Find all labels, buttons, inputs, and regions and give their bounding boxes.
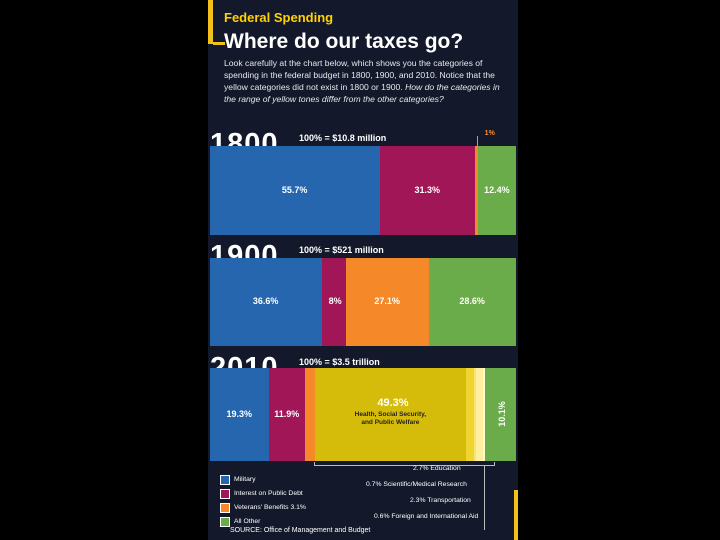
bar-value-label-1900-0: 36.6%	[252, 296, 279, 306]
bar-value-label-2010-1: 11.9%	[274, 408, 300, 419]
bar-segment-1900-0	[210, 258, 322, 346]
callout-connector	[484, 466, 485, 530]
bar-note-line-1800-2	[476, 136, 478, 146]
bar-value-label-1800-0: 55.7%	[281, 184, 308, 195]
source-note: SOURCE: Office of Management and Budget	[230, 527, 371, 534]
bar-segment-2010-7	[483, 368, 486, 461]
legend-label: Military	[234, 476, 256, 483]
callout-bracket-right	[494, 462, 495, 466]
bar-sublabel-2010-3: Health, Social Security, and Public Welf…	[354, 410, 427, 426]
bar-segment-1900-1	[321, 258, 347, 346]
bar-segment-2010-5	[474, 368, 477, 461]
bar-value-label-2010-8: 10.1%	[496, 400, 507, 427]
legend-item-2: Veterans' Benefits 3.1%	[220, 502, 306, 513]
legend-item-3: All Other	[220, 516, 260, 527]
legend-swatch	[220, 474, 230, 485]
kicker: Federal Spending	[224, 10, 334, 25]
bar-segment-2010-6	[476, 368, 484, 461]
bar-segment-2010-0	[210, 368, 270, 461]
legend-label: Veterans' Benefits 3.1%	[234, 504, 306, 511]
legend-item-1: Interest on Public Debt	[220, 488, 303, 499]
callout-bracket	[314, 465, 494, 466]
infographic-panel: Federal Spending Where do our taxes go? …	[208, 0, 518, 540]
total-label-1800: 100% = $10.8 million	[299, 133, 387, 143]
bar-segment-1800-2	[475, 146, 479, 235]
bar-segment-1800-3	[478, 146, 516, 235]
bar-value-label-2010-0: 19.3%	[226, 408, 253, 419]
bar-value-label-1900-3: 28.6%	[459, 296, 485, 306]
intro-plain: Look carefully at the chart below, which…	[224, 58, 495, 92]
bar-segment-1900-3	[428, 258, 516, 346]
intro-text: Look carefully at the chart below, which…	[224, 57, 504, 105]
total-label-2010: 100% = $3.5 trillion	[299, 357, 380, 367]
legend-swatch	[220, 488, 230, 499]
callout-bracket-left	[314, 462, 315, 466]
bar-segment-1800-1	[379, 146, 476, 235]
callout-label-3: 0.6% Foreign and International Aid	[374, 513, 479, 520]
legend-swatch	[220, 502, 230, 513]
bar-segment-2010-4	[465, 368, 475, 461]
intro-question: How do the categories in the range of ye…	[224, 82, 500, 104]
callout-label-1: 0.7% Scientific/Medical Research	[366, 481, 467, 488]
accent-bar-right	[514, 490, 518, 540]
bar-segment-1800-0	[210, 146, 380, 235]
bar-segment-2010-1	[269, 368, 306, 461]
callout-label-2: 2.3% Transportation	[410, 497, 471, 504]
bar-value-label-1900-1: 8%	[328, 296, 342, 306]
accent-bar-corner	[213, 42, 225, 45]
bar-segment-1900-2	[346, 258, 429, 346]
bar-value-label-1800-1: 31.3%	[414, 184, 440, 195]
legend-item-0: Military	[220, 474, 256, 485]
callout-label-0: 2.7% Education	[413, 465, 461, 472]
bar-segment-2010-3	[314, 368, 466, 461]
headline: Where do our taxes go?	[224, 30, 464, 53]
bar-note-label-1800-2: 1%	[484, 130, 495, 137]
bar-value-label-1900-2: 27.1%	[374, 296, 400, 306]
legend-label: Interest on Public Debt	[234, 490, 303, 497]
total-label-1900: 100% = $521 million	[299, 245, 384, 255]
bar-segment-2010-8	[485, 368, 516, 461]
bar-segment-2010-2	[305, 368, 315, 461]
bar-value-label-1800-3: 12.4%	[484, 184, 510, 195]
accent-bar-left	[208, 0, 213, 44]
bar-value-label-2010-3: 49.3%	[377, 396, 409, 409]
legend-label: All Other	[234, 518, 261, 525]
legend-swatch	[220, 516, 230, 527]
